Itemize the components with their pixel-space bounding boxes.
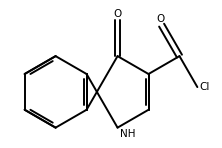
Text: O: O [157, 14, 165, 24]
Text: Cl: Cl [200, 82, 210, 92]
Text: NH: NH [120, 129, 135, 139]
Text: O: O [113, 9, 122, 19]
